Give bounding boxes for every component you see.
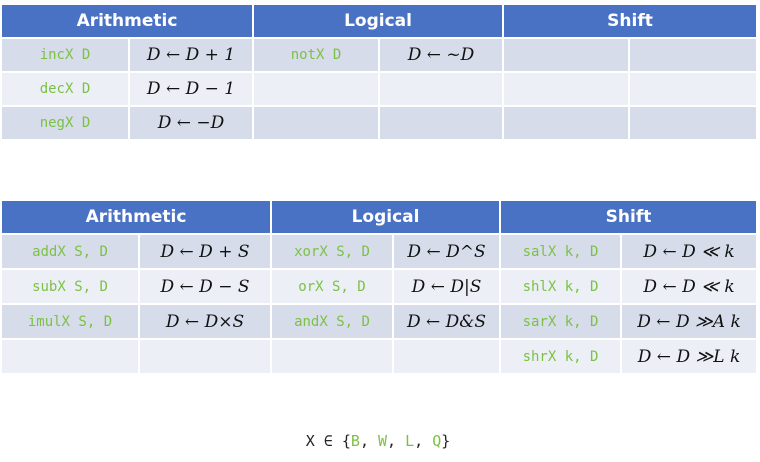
instruction-cell [0, 338, 140, 375]
effect-cell [138, 338, 272, 375]
table-row: incX D D ← D + 1 notX D D ← ~D [0, 37, 759, 73]
instruction-cell: xorX S, D [270, 233, 394, 270]
instruction-cell: notX D [252, 37, 380, 73]
effect-cell: D ← D^S [391, 233, 502, 270]
shift-header: Shift [499, 201, 759, 234]
suffix-q: Q [432, 432, 442, 450]
table-row: negX D D ← −D [0, 105, 759, 141]
effect-cell [391, 338, 502, 375]
effect-cell: D ← D ≫L k [620, 338, 759, 375]
effect-cell [628, 71, 759, 107]
instruction-cell: incX D [0, 37, 130, 73]
instruction-cell: shrX k, D [499, 338, 623, 375]
instruction-cell [252, 71, 380, 107]
size-suffix-note: X ∈ {B, W, L, Q} [0, 432, 756, 450]
unary-operations-table: Arithmetic Logical Shift incX D D ← D + … [0, 5, 759, 141]
instruction-cell: salX k, D [499, 233, 623, 270]
shift-header: Shift [502, 5, 759, 38]
effect-cell: D ← D − S [138, 268, 272, 305]
suffix-w: W [378, 432, 388, 450]
effect-cell [377, 105, 505, 141]
suffix-set-prefix: X ∈ { [305, 432, 351, 450]
suffix-separator: , [359, 432, 378, 450]
instruction-cell: decX D [0, 71, 130, 107]
header-row: Arithmetic Logical Shift [0, 5, 759, 38]
instruction-cell: subX S, D [0, 268, 140, 305]
instruction-cell: shlX k, D [499, 268, 623, 305]
table-row: decX D D ← D − 1 [0, 71, 759, 107]
effect-cell: D ← D + S [138, 233, 272, 270]
effect-cell: D ← D×S [138, 303, 272, 340]
effect-cell: D ← D ≪ k [620, 233, 759, 270]
instruction-cell [270, 338, 394, 375]
table-row: addX S, D D ← D + S xorX S, D D ← D^S sa… [0, 233, 759, 270]
effect-cell: D ← D ≫A k [620, 303, 759, 340]
instruction-cell: andX S, D [270, 303, 394, 340]
binary-operations-table: Arithmetic Logical Shift addX S, D D ← D… [0, 201, 759, 375]
suffix-l: L [405, 432, 415, 450]
suffix-set-close: } [441, 432, 451, 450]
effect-cell: D ← ~D [377, 37, 505, 73]
table-row: subX S, D D ← D − S orX S, D D ← D|S shl… [0, 268, 759, 305]
effect-cell [377, 71, 505, 107]
instruction-cell [252, 105, 380, 141]
logical-header: Logical [251, 5, 505, 38]
effect-cell: D ← D − 1 [128, 71, 254, 107]
instruction-cell: negX D [0, 105, 130, 141]
effect-cell [628, 105, 759, 141]
instruction-cell: addX S, D [0, 233, 140, 270]
instruction-cell: imulX S, D [0, 303, 140, 340]
instruction-cell [502, 105, 631, 141]
instruction-cell: sarX k, D [499, 303, 623, 340]
effect-cell [628, 37, 759, 73]
suffix-b: B [350, 432, 360, 450]
effect-cell: D ← D&S [391, 303, 502, 340]
instruction-cell: orX S, D [270, 268, 394, 305]
effect-cell: D ← D|S [391, 268, 502, 305]
effect-cell: D ← D ≪ k [620, 268, 759, 305]
suffix-separator: , [414, 432, 433, 450]
arithmetic-header: Arithmetic [0, 5, 254, 38]
instruction-cell [502, 37, 631, 73]
suffix-separator: , [387, 432, 406, 450]
effect-cell: D ← D + 1 [128, 37, 254, 73]
table-row: imulX S, D D ← D×S andX S, D D ← D&S sar… [0, 303, 759, 340]
effect-cell: D ← −D [128, 105, 254, 141]
arithmetic-header: Arithmetic [0, 201, 272, 234]
table-row: shrX k, D D ← D ≫L k [0, 338, 759, 375]
instruction-cell [502, 71, 631, 107]
logical-header: Logical [269, 201, 502, 234]
header-row: Arithmetic Logical Shift [0, 201, 759, 234]
